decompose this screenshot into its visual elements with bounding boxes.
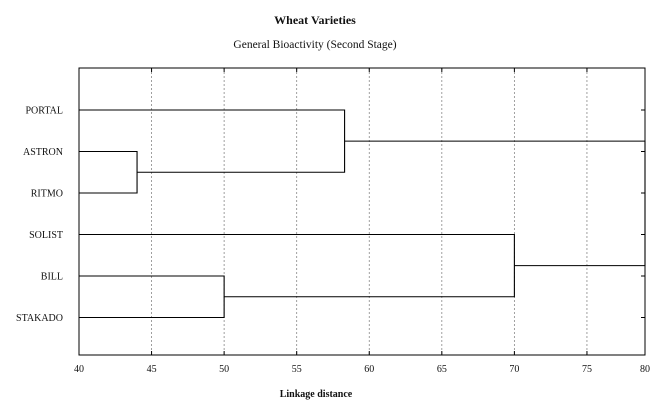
leaf-label: ASTRON — [23, 147, 63, 158]
dendrogram-branch — [79, 275, 225, 319]
dendrogram-branch — [344, 140, 646, 267]
dendrogram-branches — [79, 109, 646, 319]
leaf-label: PORTAL — [26, 106, 64, 117]
x-axis-title: Linkage distance — [280, 389, 353, 400]
x-tick-label: 75 — [582, 364, 592, 375]
x-tick-label: 65 — [437, 364, 447, 375]
x-tick-label: 60 — [364, 364, 374, 375]
leaf-labels: PORTAL ASTRON RITMO SOLIST BILL STAKADO — [16, 106, 645, 324]
chart-subtitle: General Bioactivity (Second Stage) — [233, 39, 396, 51]
leaf-label: SOLIST — [29, 230, 63, 241]
dendrogram-branch — [79, 150, 138, 194]
plot-frame — [78, 67, 646, 356]
x-tick-label: 80 — [640, 364, 650, 375]
x-tick-label: 45 — [147, 364, 157, 375]
chart-title: Wheat Varieties — [274, 13, 356, 27]
leaf-label: BILL — [41, 272, 63, 283]
grid-lines — [151, 68, 588, 355]
x-tick-label: 50 — [219, 364, 229, 375]
x-tick-label: 40 — [74, 364, 84, 375]
leaf-label: RITMO — [31, 189, 63, 200]
x-tick-label: 70 — [509, 364, 519, 375]
dendrogram-branch — [79, 109, 346, 173]
x-tick-label: 55 — [292, 364, 302, 375]
leaf-label: STAKADO — [16, 313, 63, 324]
x-axis-ticks: 40 45 50 55 60 65 70 75 80 — [74, 68, 650, 375]
